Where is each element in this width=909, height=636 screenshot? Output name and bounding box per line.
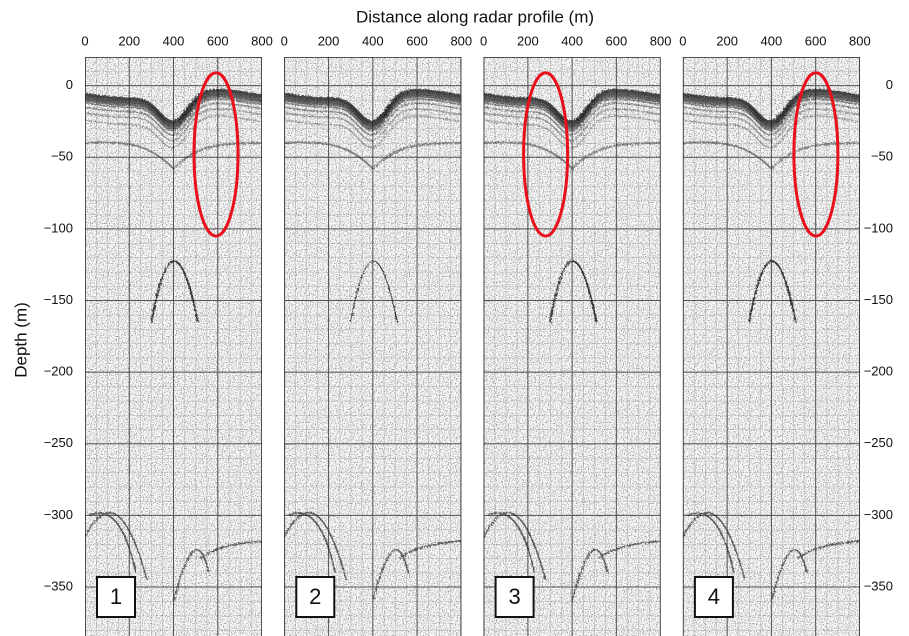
x-tick-label: 800 [251, 33, 273, 48]
y-tick-label-right: −350 [864, 578, 893, 593]
panel-label: 1 [110, 584, 122, 609]
panel-body [682, 57, 860, 636]
surface-reflector [85, 88, 262, 124]
x-tick-label: 800 [450, 33, 472, 48]
y-tick-label: −50 [51, 149, 73, 164]
surface-reflector [682, 108, 860, 142]
surface-reflector [85, 108, 262, 142]
hyperbola [150, 260, 199, 323]
panel-label-box [295, 576, 336, 618]
panel-label-box [96, 576, 136, 618]
x-tick-label: 600 [207, 33, 229, 48]
surface-reflector [483, 98, 661, 132]
surface-reflector [682, 98, 860, 132]
hyperbola [350, 260, 398, 323]
panel-label: 2 [309, 584, 321, 609]
internal-layer [682, 141, 860, 171]
panel: 0 200 400 600 800 4 [679, 33, 871, 636]
x-tick-label: 0 [281, 33, 288, 48]
panel-label-box [693, 576, 734, 618]
surface-reflector [284, 102, 462, 136]
y-tick-label: −250 [44, 435, 73, 450]
y-tick-label: −100 [44, 220, 73, 235]
x-axis-title: Distance along radar profile (m) [356, 7, 594, 26]
panel: 0 200 400 600 800 1 [81, 33, 273, 636]
internal-layer [85, 141, 262, 171]
surface-reflector [682, 102, 860, 136]
highlight-ellipse [522, 71, 570, 238]
surface-reflector [284, 88, 462, 124]
x-tick-label: 800 [650, 33, 672, 48]
surface-reflector [483, 102, 661, 136]
x-tick-label: 0 [679, 33, 686, 48]
y-axis-title: Depth (m) [11, 302, 30, 378]
surface-reflector [284, 91, 462, 127]
panel-label-box [494, 576, 535, 618]
x-tick-label: 400 [163, 33, 185, 48]
x-tick-label: 800 [849, 33, 871, 48]
reflectors [483, 88, 661, 602]
highlight-ellipse [192, 71, 240, 238]
panel-body [85, 57, 262, 636]
panel-label: 4 [708, 584, 720, 609]
surface-reflector [85, 91, 262, 127]
x-tick-label: 200 [716, 33, 738, 48]
x-tick-label: 400 [362, 33, 384, 48]
bottom-arcs [682, 511, 860, 602]
y-tick-label-right: −100 [864, 220, 893, 235]
surface-reflector [284, 115, 462, 149]
internal-layer [284, 141, 462, 171]
hyperbola [748, 260, 797, 323]
x-tick-label: 600 [406, 33, 428, 48]
panel: 0 200 400 600 800 2 [281, 33, 472, 636]
x-tick-label: 200 [517, 33, 539, 48]
hyperbola [548, 260, 598, 323]
x-tick-label: 400 [761, 33, 783, 48]
y-tick-label-right: −200 [864, 364, 893, 379]
surface-reflector [483, 88, 661, 124]
bottom-arcs [483, 511, 661, 602]
surface-reflector [682, 115, 860, 149]
y-tick-label-right: −250 [864, 435, 893, 450]
surface-reflector [483, 115, 661, 149]
surface-reflector [483, 91, 661, 127]
bottom-arcs [284, 511, 462, 602]
x-tick-label: 0 [480, 33, 487, 48]
x-tick-label: 600 [605, 33, 627, 48]
reflectors [284, 88, 462, 602]
bottom-arcs [85, 511, 262, 602]
y-tick-label-right: −150 [864, 292, 893, 307]
surface-reflector [483, 94, 661, 130]
panel-label: 3 [508, 584, 520, 609]
x-tick-label: 400 [561, 33, 583, 48]
panel-body [284, 57, 462, 636]
surface-reflector [85, 115, 262, 149]
surface-reflector [284, 98, 462, 132]
surface-reflector [483, 108, 661, 142]
y-tick-label: −200 [44, 364, 73, 379]
x-tick-label: 600 [805, 33, 827, 48]
y-tick-label: −350 [44, 578, 73, 593]
y-tick-label-right: −300 [864, 507, 893, 522]
surface-reflector [284, 108, 462, 142]
surface-reflector [284, 94, 462, 130]
y-tick-label: 0 [66, 77, 73, 92]
panel: 0 200 400 600 800 3 [480, 33, 671, 636]
y-tick-label: −300 [44, 507, 73, 522]
panel-body [483, 57, 661, 636]
y-tick-label: −150 [44, 292, 73, 307]
x-tick-label: 0 [81, 33, 88, 48]
y-tick-label-right: −50 [871, 149, 893, 164]
highlight-ellipse [792, 71, 840, 238]
x-tick-label: 200 [318, 33, 340, 48]
panels: 0 200 400 600 800 1 0 200 400 600 800 2 0 200 400 600 80… [81, 33, 871, 636]
x-tick-label: 200 [118, 33, 140, 48]
internal-layer [483, 141, 661, 171]
y-tick-label-right: 0 [886, 77, 893, 92]
